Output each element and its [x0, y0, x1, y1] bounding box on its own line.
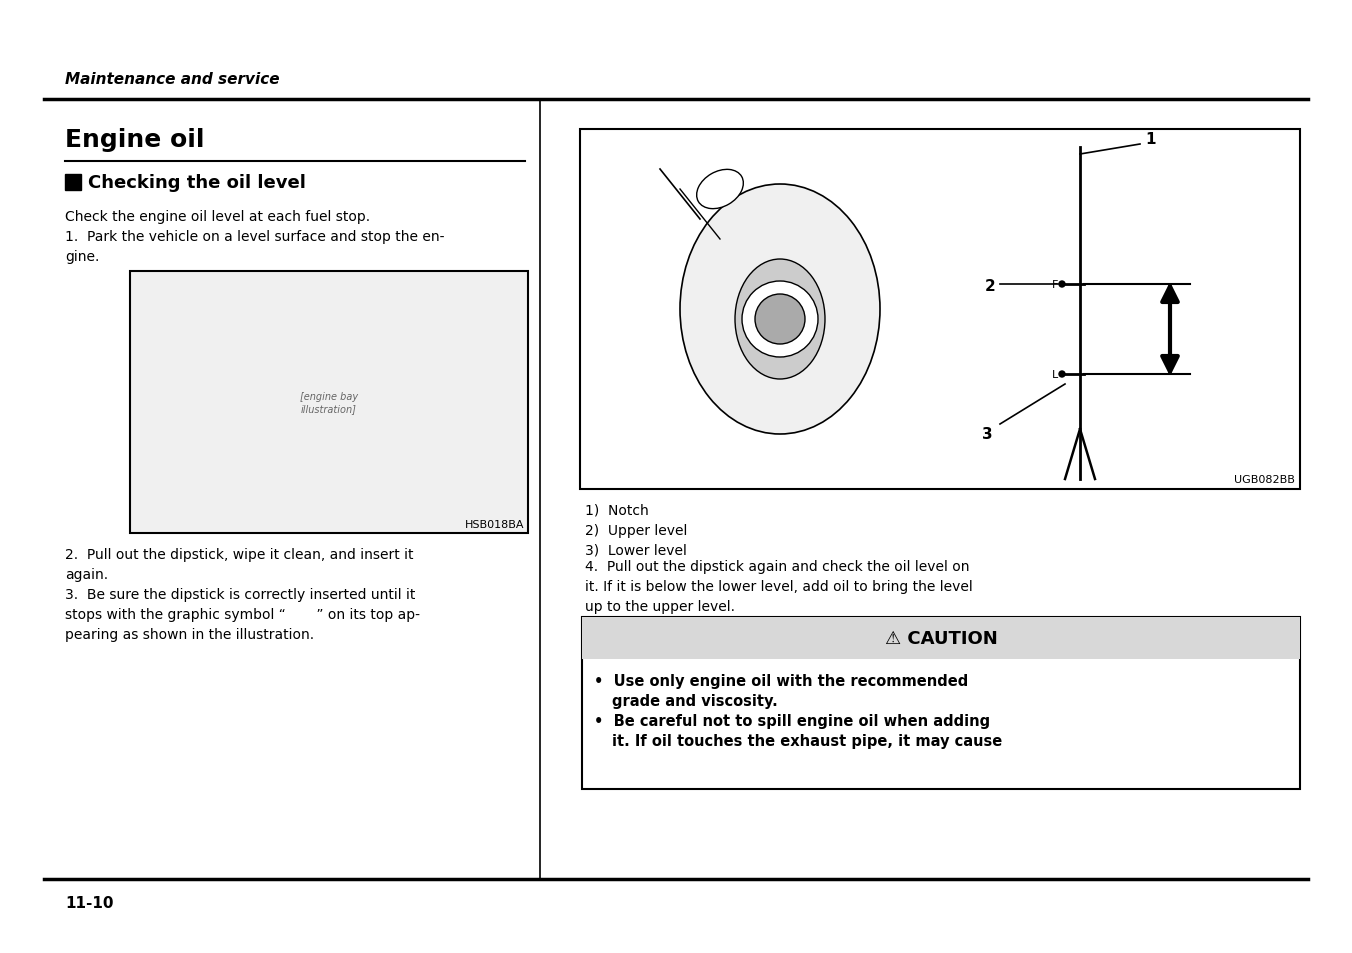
Bar — [130, 272, 529, 534]
Text: F: F — [1052, 280, 1059, 290]
Circle shape — [1059, 372, 1065, 377]
Ellipse shape — [696, 171, 744, 210]
Circle shape — [754, 294, 804, 345]
Text: Maintenance and service: Maintenance and service — [65, 71, 280, 87]
Text: stops with the graphic symbol “       ” on its top ap-: stops with the graphic symbol “ ” on its… — [65, 607, 420, 621]
Text: •  Be careful not to spill engine oil when adding: • Be careful not to spill engine oil whe… — [594, 713, 990, 728]
Text: HSB018BA: HSB018BA — [465, 519, 525, 530]
Text: 2)  Upper level: 2) Upper level — [585, 523, 687, 537]
Text: up to the upper level.: up to the upper level. — [585, 599, 735, 614]
Text: 2.  Pull out the dipstick, wipe it clean, and insert it: 2. Pull out the dipstick, wipe it clean,… — [65, 547, 414, 561]
Text: it. If oil touches the exhaust pipe, it may cause: it. If oil touches the exhaust pipe, it … — [612, 733, 1002, 748]
Circle shape — [742, 282, 818, 357]
Bar — [580, 130, 1301, 490]
Text: 1.  Park the vehicle on a level surface and stop the en-: 1. Park the vehicle on a level surface a… — [65, 230, 445, 244]
Bar — [65, 174, 81, 191]
Text: ⚠ CAUTION: ⚠ CAUTION — [884, 629, 998, 647]
Text: Engine oil: Engine oil — [65, 128, 204, 152]
Text: it. If it is below the lower level, add oil to bring the level: it. If it is below the lower level, add … — [585, 579, 972, 594]
Text: grade and viscosity.: grade and viscosity. — [612, 693, 777, 708]
Text: Checking the oil level: Checking the oil level — [88, 173, 306, 192]
Text: Check the engine oil level at each fuel stop.: Check the engine oil level at each fuel … — [65, 210, 370, 224]
Text: 11-10: 11-10 — [65, 895, 114, 910]
Text: 3.  Be sure the dipstick is correctly inserted until it: 3. Be sure the dipstick is correctly ins… — [65, 587, 415, 601]
Text: 3)  Lower level: 3) Lower level — [585, 543, 687, 558]
Text: •  Use only engine oil with the recommended: • Use only engine oil with the recommend… — [594, 673, 968, 688]
Circle shape — [1059, 282, 1065, 288]
Text: L: L — [1052, 370, 1059, 379]
Text: 2: 2 — [986, 278, 996, 294]
Bar — [581, 618, 1301, 789]
Text: again.: again. — [65, 567, 108, 581]
Text: 1: 1 — [1145, 132, 1156, 148]
Text: gine.: gine. — [65, 250, 100, 264]
Text: 1)  Notch: 1) Notch — [585, 503, 649, 517]
Bar — [581, 618, 1301, 659]
Ellipse shape — [735, 260, 825, 379]
Text: 3: 3 — [982, 427, 992, 441]
Text: [engine bay
illustration]: [engine bay illustration] — [300, 392, 358, 414]
Ellipse shape — [680, 185, 880, 435]
Text: ⚠ CAUTION: ⚠ CAUTION — [884, 629, 998, 647]
Text: 4.  Pull out the dipstick again and check the oil level on: 4. Pull out the dipstick again and check… — [585, 559, 969, 574]
Text: pearing as shown in the illustration.: pearing as shown in the illustration. — [65, 627, 314, 641]
Bar — [581, 618, 1301, 659]
Text: UGB082BB: UGB082BB — [1234, 475, 1295, 484]
